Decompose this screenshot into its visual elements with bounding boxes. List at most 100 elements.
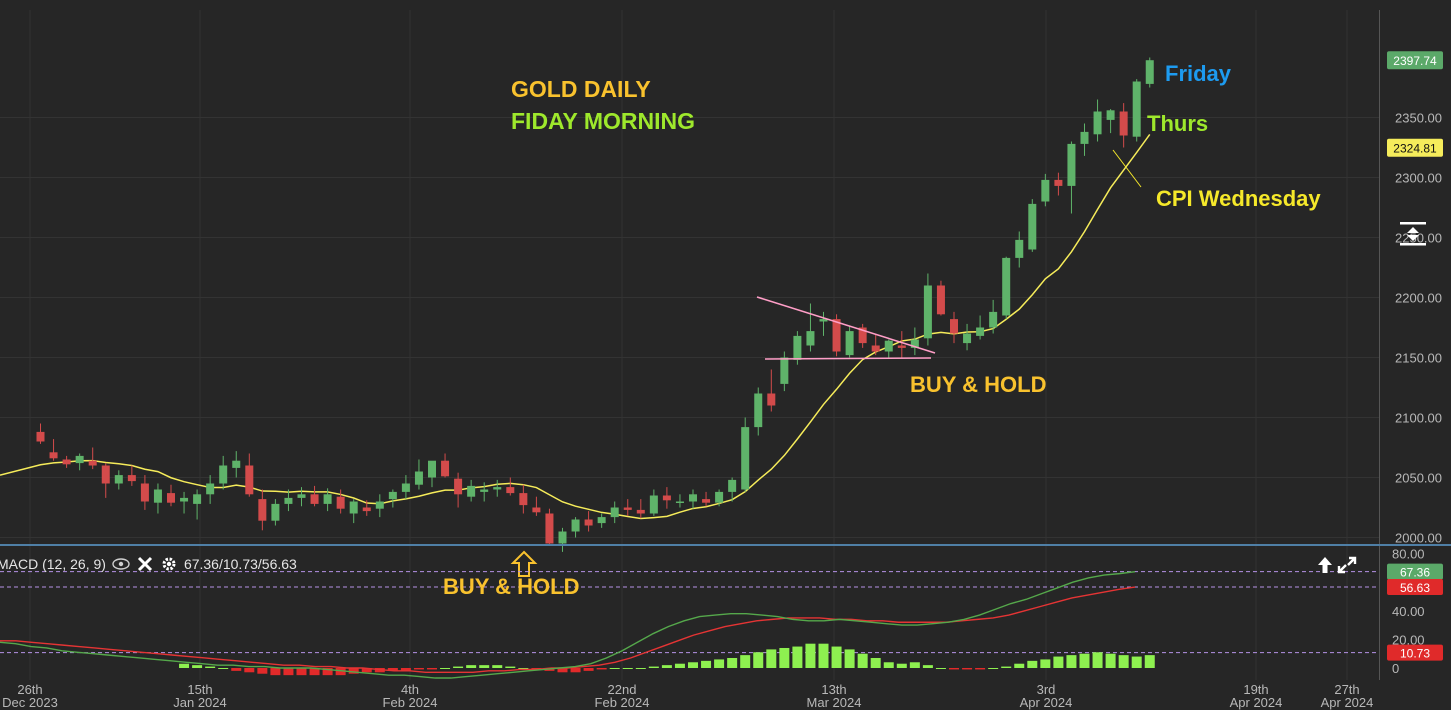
macd-histogram-bar [1144,655,1155,668]
macd-histogram-bar [1014,663,1025,668]
macd-histogram-bar [935,668,946,669]
candle-body [375,501,384,509]
macd-histogram-bar [818,643,829,668]
candle-body [571,519,580,532]
chart-subtitle: FIDAY MORNING [511,108,696,134]
candle-body [910,339,919,348]
macd-histogram-bar [570,668,581,673]
macd-histogram-bar [1053,656,1064,668]
close-icon[interactable] [136,555,154,573]
macd-values: 67.36/10.73/56.63 [183,556,297,572]
candle-body [284,497,293,504]
candle-body [1093,111,1102,135]
macd-histogram-bar [335,668,346,676]
candle-body [1054,179,1063,186]
expand-icon[interactable] [1337,556,1357,579]
candle-body [950,319,958,334]
candle-body [1015,239,1024,258]
candle-body [49,452,58,459]
candle-body [793,335,802,360]
candle-body [728,479,737,492]
macd-histogram-bar [701,660,712,668]
candle-body [519,493,528,506]
candle-body [558,531,567,544]
macd-histogram-bar [753,652,764,668]
candle-body [75,455,84,464]
candle-body [140,483,149,502]
ma-price-label: 2324.81 [1393,142,1437,156]
macd-indicator-name[interactable]: MACD (12, 26, 9) [0,556,106,572]
candle-body [1067,143,1076,186]
cpi-connector-line [1112,149,1142,188]
macd-histogram-bar [518,668,529,669]
candle-body [310,494,319,504]
candle-body [532,507,541,513]
candle-body [845,331,854,356]
candle-body [623,507,632,510]
buy-arrow-icon [510,550,538,577]
annotation-thurs: Thurs [1147,111,1209,136]
macd-histogram-bar [296,668,307,676]
macd-value-badge [1387,563,1443,580]
candle-body [271,503,280,521]
candle-body [401,483,410,492]
candle-body [493,487,502,490]
candle-body [114,475,123,484]
macd-histogram-bar [427,668,437,670]
candle-body [754,393,763,428]
gear-icon[interactable] [160,555,178,573]
signal-value-badge [1387,579,1443,596]
time-tick-day: 19th [1243,682,1268,697]
annotation-buy-hold-1: BUY & HOLD [910,372,1047,397]
macd-histogram-bar [949,668,959,670]
macd-histogram-bar [505,666,516,668]
candle-body [101,465,110,484]
macd-histogram-bar [962,668,973,670]
macd-histogram-bar [609,668,620,669]
candle-body [689,494,697,502]
candle-body [936,285,945,315]
eye-icon[interactable] [112,555,130,573]
time-tick-month: Feb 2024 [383,695,438,710]
macd-histogram-bar [1105,653,1116,668]
candle-body [336,496,345,509]
macd-tick-label: 0 [1392,661,1399,676]
candle-body [506,487,515,494]
macd-histogram-bar [766,649,777,668]
macd-histogram-bar [596,668,607,670]
macd-histogram-bar [883,662,894,668]
macd-histogram-bar [909,662,920,668]
macd-histogram-bar [635,668,646,669]
macd-histogram-bar [988,668,999,669]
candle-body [153,489,162,503]
candle-body [62,459,71,465]
candle-body [232,460,241,468]
macd-histogram-bar [192,665,203,668]
macd-histogram-bar [413,668,424,670]
time-tick-month: Dec 2023 [2,695,58,710]
candle-body [871,345,880,352]
macd-histogram-bar [714,659,725,668]
triangle-upper-trendline [756,296,936,354]
candle-body [897,345,906,348]
macd-histogram-bar [453,666,464,668]
macd-histogram-bar [1040,659,1051,668]
macd-tick-label: 20.00 [1392,632,1425,647]
candle-body [858,327,867,344]
candle-body [388,491,397,500]
macd-histogram-bar [1001,666,1012,668]
time-tick-day: 22nd [608,682,637,697]
annotation-cpi: CPI Wednesday [1156,186,1321,211]
candle-body [702,499,711,503]
arrow-up-icon[interactable] [1317,556,1333,579]
macd-histogram-bar [583,668,594,671]
macd-histogram-bar [648,666,659,668]
candle-body [362,507,371,512]
macd-histogram-bar [661,665,672,668]
candle-body [441,460,450,477]
signal-value-label: 56.63 [1400,581,1430,595]
candle-body [258,499,267,521]
macd-tick-label: 80.00 [1392,547,1425,562]
zoom-control-icon[interactable] [1399,221,1427,252]
